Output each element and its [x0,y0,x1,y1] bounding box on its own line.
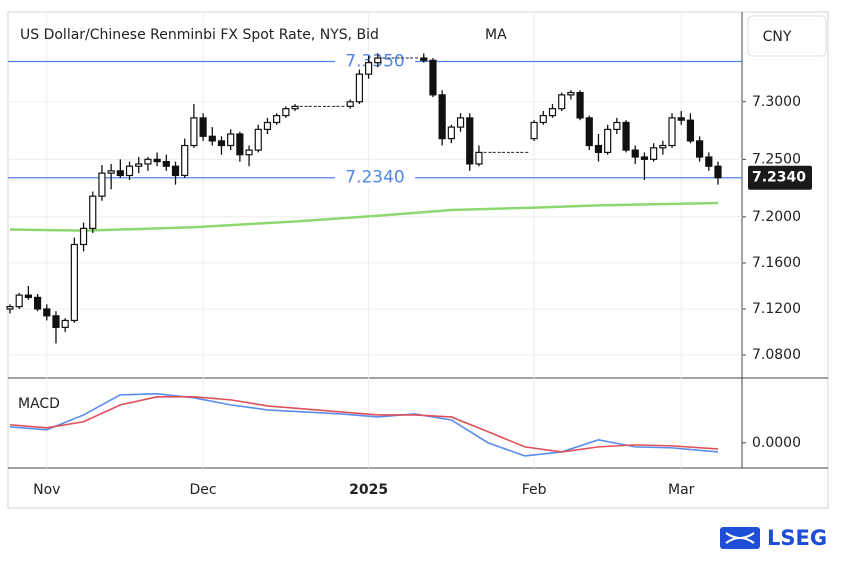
candle-body [622,121,630,151]
candle-body [429,59,437,96]
candle-body [677,117,685,121]
candle-body [640,156,649,160]
candle-body [125,165,134,177]
candle-body [199,117,207,137]
candle-body [107,170,115,174]
candle-body [466,117,474,165]
candle-body [346,101,354,107]
candle-body [364,62,373,75]
y-tick-label: 7.2500 [752,151,801,167]
y-tick-label: 7.1600 [752,255,801,271]
candle-body [6,306,14,310]
candle-body [79,227,88,246]
candle-body [15,294,23,308]
candle-body [594,144,603,154]
chart-frame [7,11,829,509]
candle-body [89,195,97,229]
candle-body [273,114,281,124]
candle-body [24,294,32,299]
level-label: 7.2340 [345,168,404,188]
candle-body [116,170,124,177]
candle-body [705,156,713,167]
price-tag-label: 7.2340 [752,170,806,186]
candle-body [558,94,566,110]
y-tick-label: 0.0000 [752,435,801,451]
y-tick-label: 7.2000 [752,209,801,225]
grid [8,12,746,468]
moving-average-line [9,201,719,232]
candle-body [438,94,446,140]
candle-body [686,119,695,142]
y-tick-label: 7.3000 [752,94,801,110]
candle-body [650,147,658,160]
macd-line [9,396,719,453]
candle-body [245,149,253,156]
candle-body [475,151,483,165]
candle-body [539,114,547,124]
x-tick-label: Feb [522,482,547,498]
candle-body [374,57,382,64]
candle-body [181,144,189,177]
candle-body [420,57,428,61]
candle-body [282,108,290,117]
chart-title: US Dollar/Chinese Renminbi FX Spot Rate,… [20,27,379,43]
plot-area: 7.33507.2340 [6,51,742,457]
candle-body [171,165,180,177]
candle-body [33,296,42,310]
candle-body [585,117,593,147]
candle-body [447,126,455,140]
macd-title: MACD [18,396,60,412]
y-tick-label: 7.0800 [752,347,801,363]
candle-body [52,315,60,328]
candle-body [355,73,364,103]
candle-body [217,140,226,147]
candle-body [162,161,170,167]
candle-body [254,128,262,151]
currency-button[interactable] [747,15,827,57]
x-tick-label: Mar [668,482,695,498]
candle-body [613,121,621,130]
candle-body [456,117,465,128]
candle-body [576,91,584,119]
logo-icon-mark [725,532,755,544]
candle-body [604,128,612,154]
candle-body [567,91,575,96]
candle-body [190,117,198,147]
candle-body [236,133,244,156]
candle-body [291,105,299,110]
candle-body [153,158,161,163]
ma-legend: MA [485,27,507,43]
candle-body [696,140,704,158]
logo: LSEG [720,526,827,550]
candle-body [263,121,272,130]
logo-text: LSEG [767,526,827,550]
candle-body [548,108,557,117]
x-tick-label: Dec [190,482,217,498]
x-tick-label: Nov [33,482,60,498]
level-label-bg [335,167,415,188]
price-tag [748,165,812,190]
y-tick-label: 7.1200 [752,301,801,317]
candle-body [530,121,538,140]
candle-body [714,165,722,179]
candle-body [631,149,639,158]
candle-body [135,163,143,167]
x-tick-label: 2025 [349,482,388,498]
candle-body [70,243,78,322]
candle-body [98,172,106,197]
macd-line [9,393,719,457]
candle-body [144,158,152,165]
candle-body [227,133,235,147]
candle-body [43,308,51,317]
candle-body [61,319,69,328]
candle-body [208,135,216,142]
candle-body [668,117,676,147]
candle-body [659,144,667,149]
currency-button-label[interactable]: CNY [763,29,792,45]
